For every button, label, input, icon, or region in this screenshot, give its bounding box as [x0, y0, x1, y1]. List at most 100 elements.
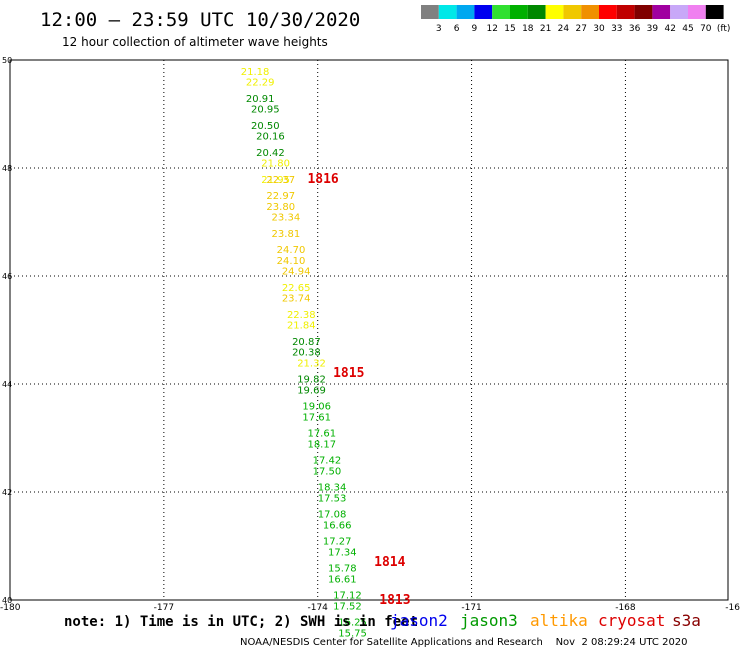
- x-tick-label: -16: [725, 603, 740, 613]
- legend-swatch: [456, 5, 475, 19]
- swh-value-label: 20.38: [292, 348, 321, 359]
- legend-label: 3: [436, 24, 442, 34]
- swh-value-label: 20.95: [251, 105, 280, 116]
- legend-swatch: [652, 5, 671, 19]
- swh-value-label: 23.74: [282, 294, 311, 305]
- swh-value-label: 22.29: [246, 78, 275, 89]
- satellite-label-altika: altika: [530, 611, 588, 630]
- legend-swatch: [688, 5, 706, 19]
- swh-value-label: 17.34: [328, 547, 357, 558]
- swh-value-label: 19.82: [297, 375, 326, 386]
- legend-swatch: [527, 5, 546, 19]
- swh-value-label: 17.61: [302, 412, 331, 423]
- legend-label: (ft): [717, 24, 731, 34]
- swh-value-label: 19.69: [297, 385, 326, 396]
- swh-value-label: 24.94: [282, 267, 311, 278]
- legend-label: 39: [647, 24, 659, 34]
- note-text: note: 1) Time is in UTC; 2) SWH is in fe…: [64, 614, 418, 630]
- y-tick-label: 44: [2, 380, 12, 389]
- legend-swatch: [616, 5, 635, 19]
- legend-label: 36: [629, 24, 641, 34]
- satellite-label-cryosat: cryosat: [598, 611, 665, 630]
- swh-value-label: 22.37: [266, 175, 295, 186]
- swh-value-label: 16.25: [338, 618, 367, 629]
- swh-value-label: 24.70: [277, 245, 306, 256]
- color-scale-legend: 3 6 9 12 15 18 21 24 27 30 33 36 39 42 45 70 (ft): [421, 5, 730, 34]
- grid-lines: [10, 60, 728, 600]
- legend-swatch: [581, 5, 599, 19]
- satellite-legend: jason2 jason3 altika cryosat s3a: [390, 611, 701, 630]
- legend-swatch: [563, 5, 582, 19]
- time-label: 1815: [333, 366, 364, 381]
- swh-value-label: 20.87: [292, 337, 321, 348]
- y-tick-labels: 40 42 44 46 48 50: [2, 56, 12, 605]
- time-label: 1814: [374, 555, 405, 570]
- y-tick-label: 40: [2, 596, 12, 605]
- legend-label: 9: [472, 24, 478, 34]
- swh-value-label: 18.17: [307, 439, 336, 450]
- page-title: 12:00 — 23:59 UTC 10/30/2020: [40, 9, 360, 31]
- swh-value-label: 20.91: [246, 94, 275, 105]
- swh-value-label: 17.27: [323, 537, 352, 548]
- legend-swatch: [510, 5, 528, 19]
- legend-label: 42: [664, 24, 675, 34]
- swh-value-label: 24.10: [277, 256, 306, 267]
- swh-value-label: 17.08: [318, 510, 347, 521]
- page-subtitle: 12 hour collection of altimeter wave hei…: [62, 35, 328, 49]
- legend-swatch: [705, 5, 724, 19]
- swh-value-label: 17.52: [333, 601, 362, 612]
- swh-value-label: 21.32: [297, 358, 326, 369]
- swh-value-label: 21.84: [287, 321, 316, 332]
- swh-value-label: 20.16: [256, 132, 285, 143]
- time-label: 1816: [307, 172, 338, 187]
- legend-swatch: [438, 5, 457, 19]
- satellite-label-jason3: jason3: [460, 611, 518, 630]
- swh-value-label: 20.42: [256, 148, 285, 159]
- swh-value-label: 17.50: [313, 466, 342, 477]
- legend-swatch: [545, 5, 564, 19]
- swh-value-label: 22.38: [287, 310, 316, 321]
- legend-label: 27: [575, 24, 586, 34]
- y-tick-label: 48: [2, 164, 12, 173]
- time-label: 1813: [379, 593, 410, 608]
- x-tick-label: -180: [0, 603, 21, 613]
- satellite-label-jason2: jason2: [390, 611, 448, 630]
- swh-value-label: 20.50: [251, 121, 280, 132]
- legend-swatch: [670, 5, 688, 19]
- swh-value-label: 23.34: [272, 213, 301, 224]
- legend-label: 18: [522, 24, 534, 34]
- swh-value-label: 17.42: [313, 456, 342, 467]
- x-tick-label: -168: [615, 603, 636, 613]
- legend-swatch: [492, 5, 510, 19]
- satellite-label-s3a: s3a: [672, 611, 701, 630]
- legend-swatch: [474, 5, 493, 19]
- x-tick-label: -171: [461, 603, 481, 613]
- plot-frame: [9, 59, 729, 601]
- plot-area: 40 42 44 46 48 50 -180 -177 -174 -171 -168 -16 21.…: [0, 56, 740, 639]
- footer-credit: NOAA/NESDIS Center for Satellite Applica…: [240, 637, 688, 648]
- swh-value-label: 21.80: [261, 159, 290, 170]
- swh-value-label: 22.65: [282, 283, 311, 294]
- x-tick-label: -177: [154, 603, 174, 613]
- legend-label: 70: [700, 24, 712, 34]
- swh-value-label: 17.53: [318, 493, 347, 504]
- swh-value-label: 17.61: [307, 429, 336, 440]
- legend-label: 21: [540, 24, 551, 34]
- swh-value-label: 23.80: [266, 202, 295, 213]
- swh-value-label: 17.12: [333, 591, 362, 602]
- y-tick-label: 42: [2, 488, 12, 497]
- swh-value-label: 15.75: [338, 628, 367, 639]
- y-tick-label: 50: [2, 56, 12, 65]
- x-tick-labels: -180 -177 -174 -171 -168 -16: [0, 603, 740, 613]
- x-tick-label: -174: [307, 603, 328, 613]
- legend-label: 6: [454, 24, 460, 34]
- swh-value-label: 18.34: [318, 483, 347, 494]
- legend-label: 15: [504, 24, 515, 34]
- legend-swatch: [421, 5, 439, 19]
- swh-value-label: 16.61: [328, 574, 357, 585]
- legend-swatch: [599, 5, 617, 19]
- legend-label: 30: [593, 24, 605, 34]
- swh-value-label: 21.18: [241, 67, 270, 78]
